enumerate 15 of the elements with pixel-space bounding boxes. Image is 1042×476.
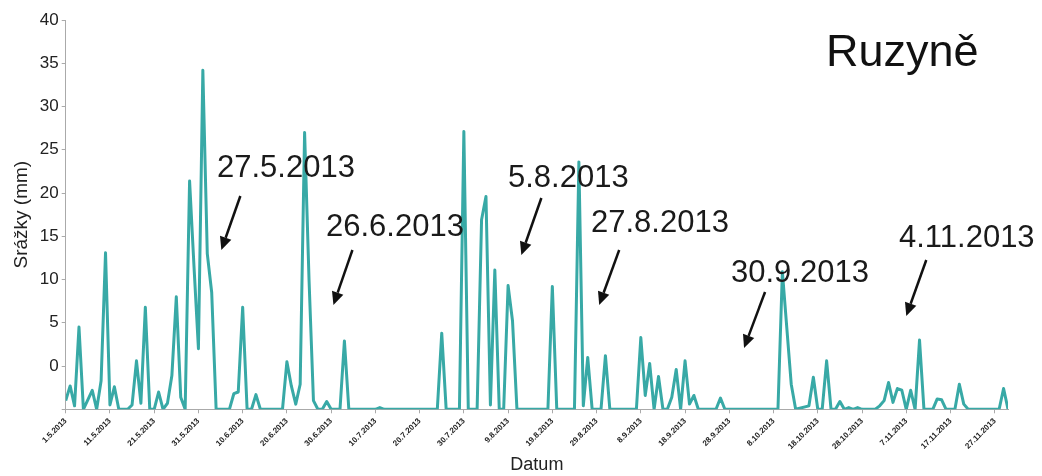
y-tick-label: 20 <box>39 182 59 202</box>
annotation: 4.11.2013 <box>899 219 1035 254</box>
annotation: 30.9.2013 <box>731 254 869 289</box>
y-tick-label: 25 <box>39 139 59 159</box>
y-tick-label: 15 <box>39 225 59 245</box>
y-tick-label: 0 <box>49 355 59 375</box>
annotation: 27.8.2013 <box>591 204 729 239</box>
y-tick-label: 30 <box>39 96 59 116</box>
y-tick-label: 5 <box>49 312 59 332</box>
chart-title: Ruzyně <box>826 25 979 76</box>
y-tick-label: 10 <box>39 269 59 289</box>
y-tick-label: 35 <box>39 52 59 72</box>
x-axis-title: Datum <box>510 454 564 475</box>
y-axis-title: Srážky (mm) <box>9 160 31 269</box>
y-tick-label: 40 <box>39 9 59 29</box>
